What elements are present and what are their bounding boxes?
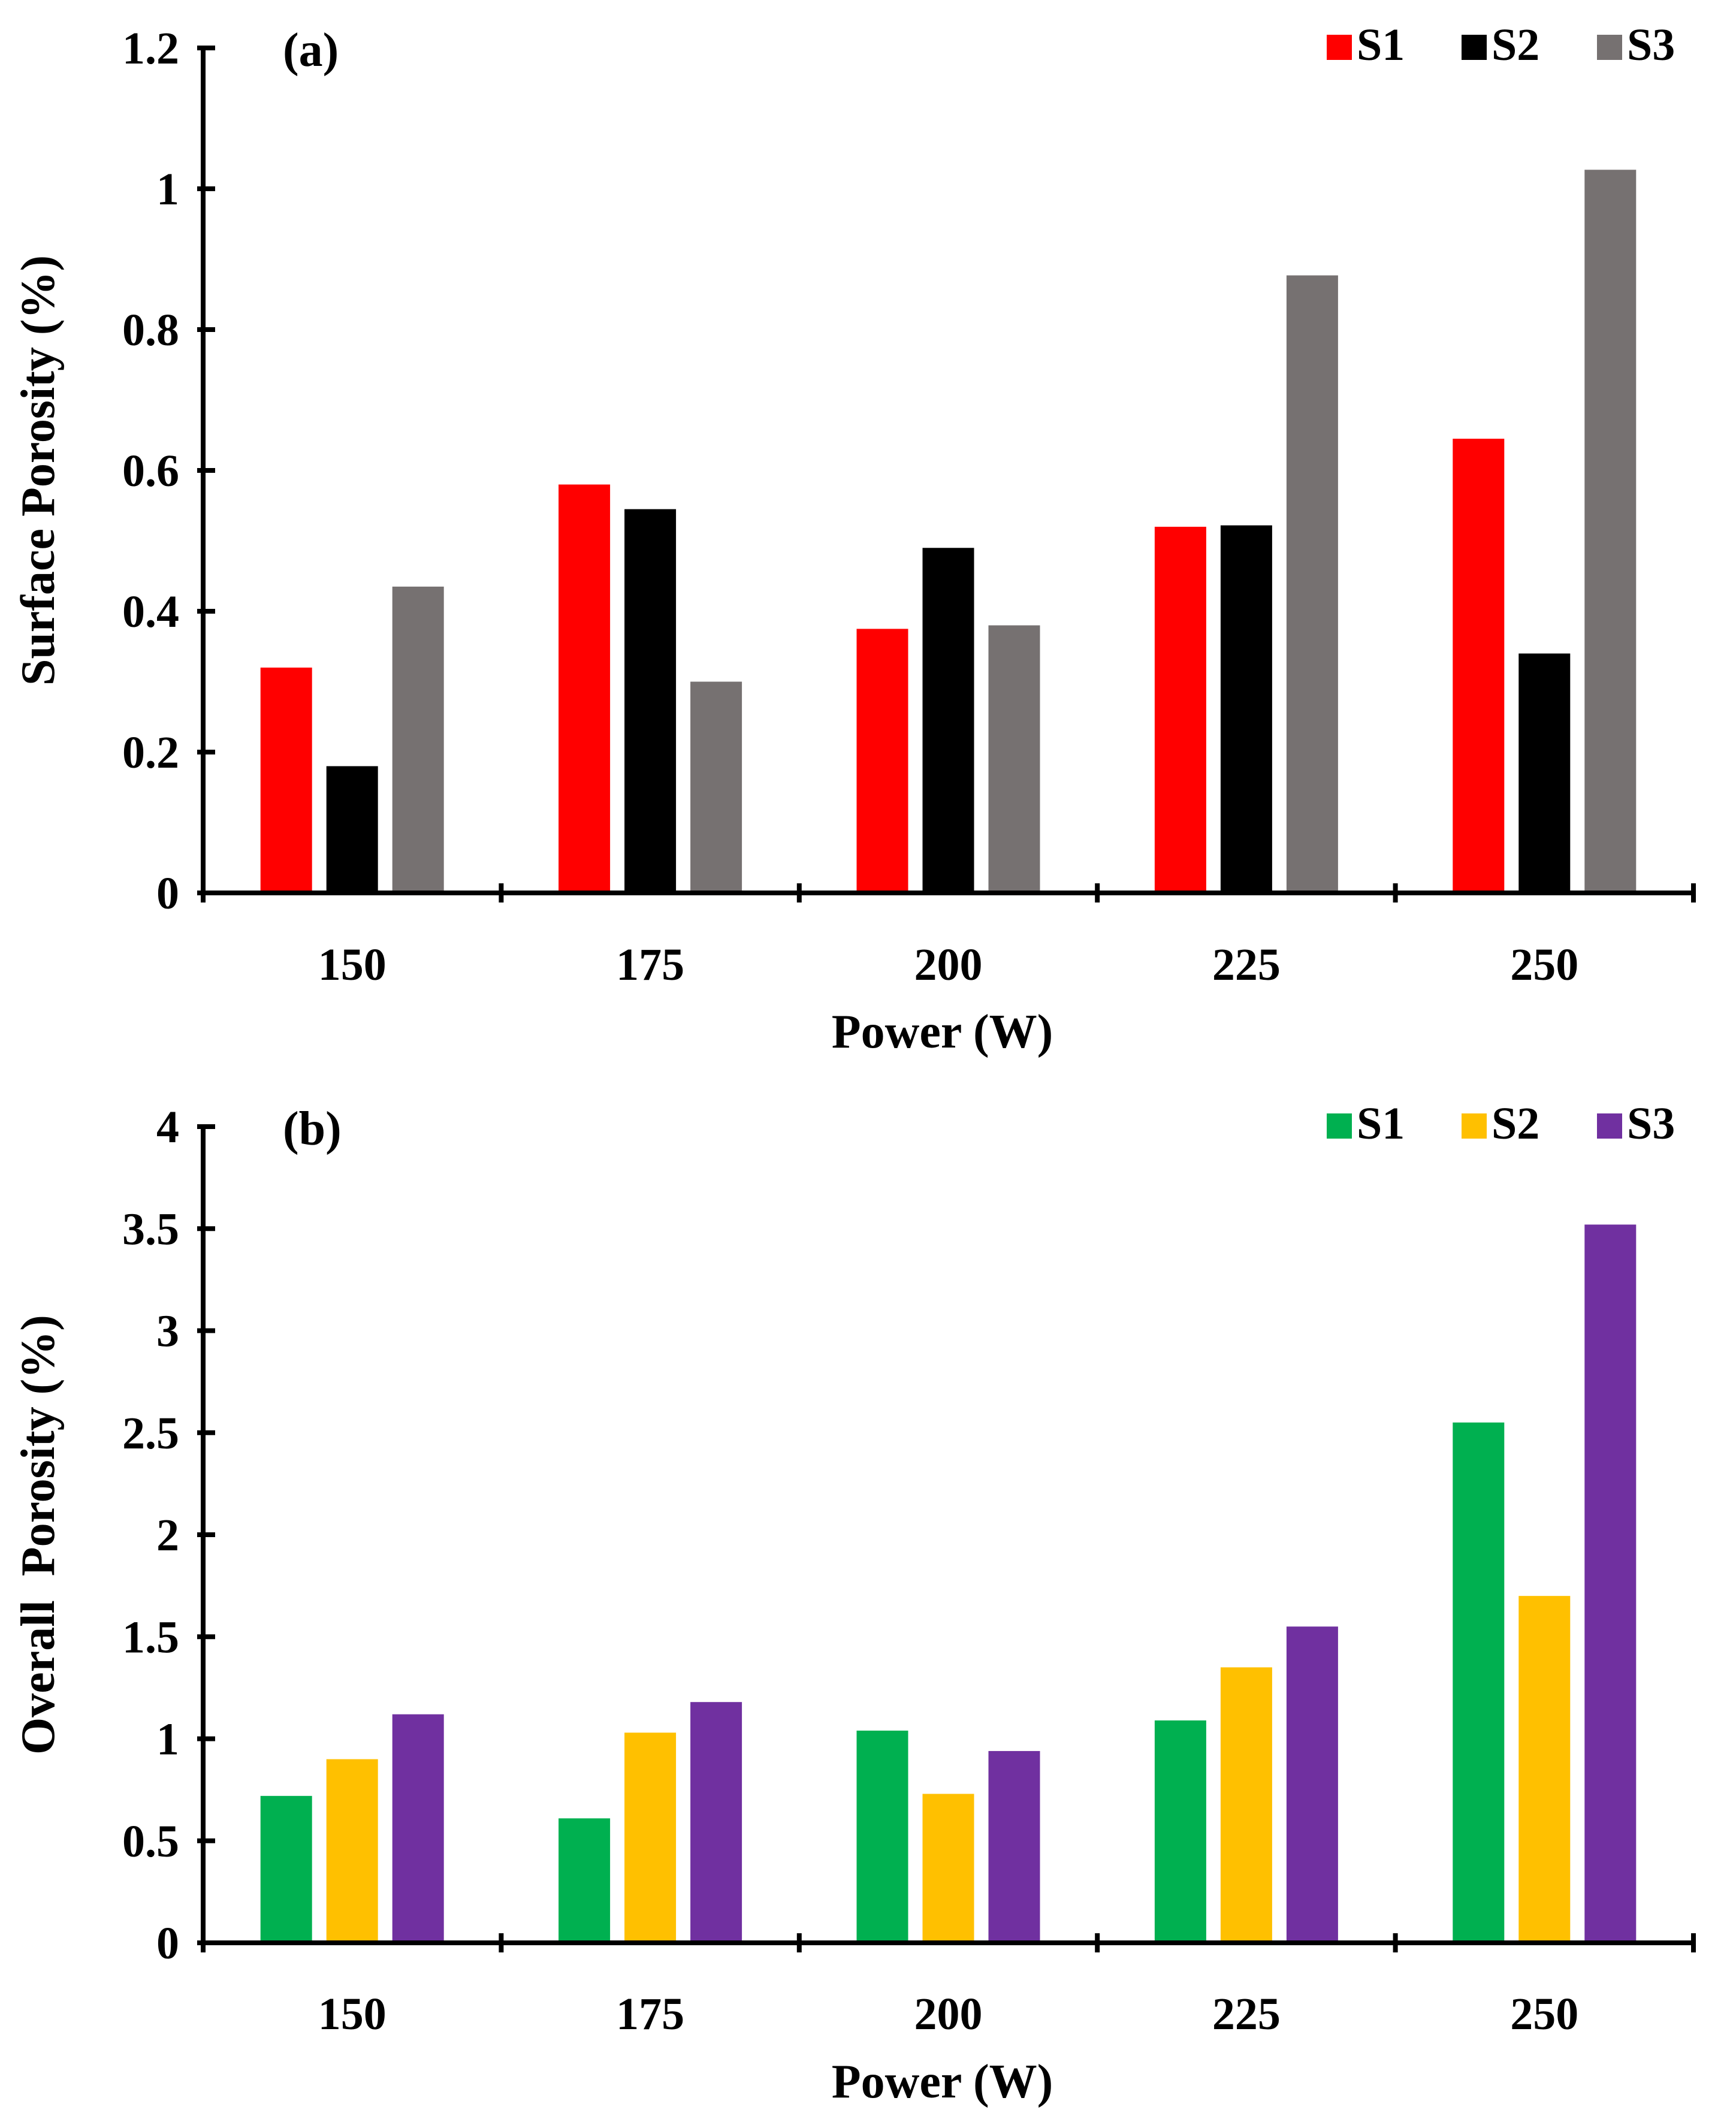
panel-b-legend-swatch-s2 <box>1462 1113 1487 1139</box>
panel-a-x-axis-title: Power (W) <box>832 1006 1053 1058</box>
panel-a-bar-s1-250 <box>1453 439 1505 893</box>
panel-a-x-tick-label: 175 <box>616 940 684 990</box>
panel-b-bar-s3-200 <box>988 1750 1040 1943</box>
panel-a-y-tick-label: 0 <box>156 868 179 919</box>
panel-a-x-tick-label: 150 <box>318 940 387 990</box>
panel-a-legend-label-s3: S3 <box>1627 20 1675 70</box>
panel-b-y-tick-label: 1.5 <box>122 1612 179 1662</box>
panel-a-y-tick-label: 1 <box>156 164 179 215</box>
panel-b-y-tick-label: 0.5 <box>122 1816 179 1867</box>
panel-a-bar-s1-200 <box>856 629 908 893</box>
panel-b-legend-swatch-s3 <box>1597 1113 1622 1139</box>
panel-a-y-tick-label: 0.6 <box>122 446 179 496</box>
panel-a-bar-s3-225 <box>1286 275 1338 893</box>
panel-b-y-tick-label: 2 <box>156 1510 179 1560</box>
panel-b-y-tick-label: 3.5 <box>122 1204 179 1254</box>
panel-b-legend-label-s1: S1 <box>1357 1098 1405 1149</box>
panel-b-y-tick-label: 1 <box>156 1715 179 1765</box>
panel-b-bar-s3-175 <box>690 1702 742 1943</box>
panel-b-bar-s3-225 <box>1286 1626 1338 1943</box>
panel-b-x-axis-title: Power (W) <box>832 2055 1053 2108</box>
panel-b-bar-s1-150 <box>260 1795 312 1943</box>
panel-a-bar-s2-250 <box>1518 653 1571 893</box>
panel-a-y-tick-label: 0.2 <box>122 728 179 778</box>
panel-b-x-tick-label: 225 <box>1212 1989 1281 2039</box>
panel-b-bar-s3-150 <box>392 1714 444 1943</box>
panel-b-bar-s2-250 <box>1518 1596 1571 1943</box>
panel-b-bar-s2-150 <box>326 1759 378 1943</box>
panel-a-bar-s2-150 <box>326 766 378 893</box>
panel-a-legend-swatch-s3 <box>1597 35 1622 60</box>
panel-a-legend-swatch-s1 <box>1327 35 1352 60</box>
panel-a-bar-s1-225 <box>1154 527 1206 893</box>
panel-a-y-tick-label: 1.2 <box>122 23 179 74</box>
panel-b-x-tick-label: 200 <box>914 1989 983 2039</box>
panel-b-bar-s1-250 <box>1453 1422 1505 1943</box>
panel-b-legend-label-s2: S2 <box>1492 1098 1539 1149</box>
panel-a-bar-s3-175 <box>690 681 742 893</box>
panel-a-bar-s2-200 <box>922 548 974 893</box>
panel-a-y-tick-label: 0.4 <box>122 587 179 637</box>
panel-b-panel-label: (b) <box>283 1103 342 1155</box>
panel-a-x-tick-label: 200 <box>914 940 983 990</box>
panel-b-legend-swatch-s1 <box>1327 1113 1352 1139</box>
panel-a-bar-s1-175 <box>558 484 611 893</box>
panel-a-x-tick-label: 225 <box>1212 940 1281 990</box>
panel-b-bar-s1-175 <box>558 1818 611 1943</box>
panel-a-bar-s2-225 <box>1220 525 1272 893</box>
panel-b-legend-label-s3: S3 <box>1627 1098 1675 1149</box>
panel-b-y-tick-label: 4 <box>156 1102 179 1152</box>
panel-b-bar-s3-250 <box>1584 1224 1637 1943</box>
panel-a-panel-label: (a) <box>283 24 339 77</box>
panel-a-bar-s3-150 <box>392 586 444 893</box>
panel-b-bar-s1-225 <box>1154 1720 1206 1943</box>
panel-a-bar-s3-200 <box>988 625 1040 893</box>
panel-b-y-tick-label: 3 <box>156 1306 179 1357</box>
panel-b-bar-s2-200 <box>922 1794 974 1943</box>
panel-a-bar-s1-150 <box>260 668 312 893</box>
panel-b-bar-s2-175 <box>624 1732 677 1943</box>
panel-a-legend-label-s2: S2 <box>1492 20 1539 70</box>
panel-a-legend-swatch-s2 <box>1462 35 1487 60</box>
panel-a-bar-s3-250 <box>1584 170 1637 893</box>
panel-b-x-tick-label: 150 <box>318 1989 387 2039</box>
panel-b-x-tick-label: 175 <box>616 1989 684 2039</box>
panel-a-bar-s2-175 <box>624 509 677 893</box>
panel-b-y-axis-title: Overall Porosity (%) <box>12 1315 65 1755</box>
panel-a-legend-label-s1: S1 <box>1357 20 1405 70</box>
panel-b-y-tick-label: 2.5 <box>122 1408 179 1459</box>
panel-b-x-tick-label: 250 <box>1510 1989 1578 2039</box>
panel-b-y-tick-label: 0 <box>156 1918 179 1969</box>
panel-a-y-axis-title: Surface Porosity (%) <box>12 255 65 686</box>
panel-b-bar-s1-200 <box>856 1730 908 1943</box>
panel-a-y-tick-label: 0.8 <box>122 305 179 355</box>
panel-a-x-tick-label: 250 <box>1510 940 1578 990</box>
panel-b-bar-s2-225 <box>1220 1667 1272 1943</box>
